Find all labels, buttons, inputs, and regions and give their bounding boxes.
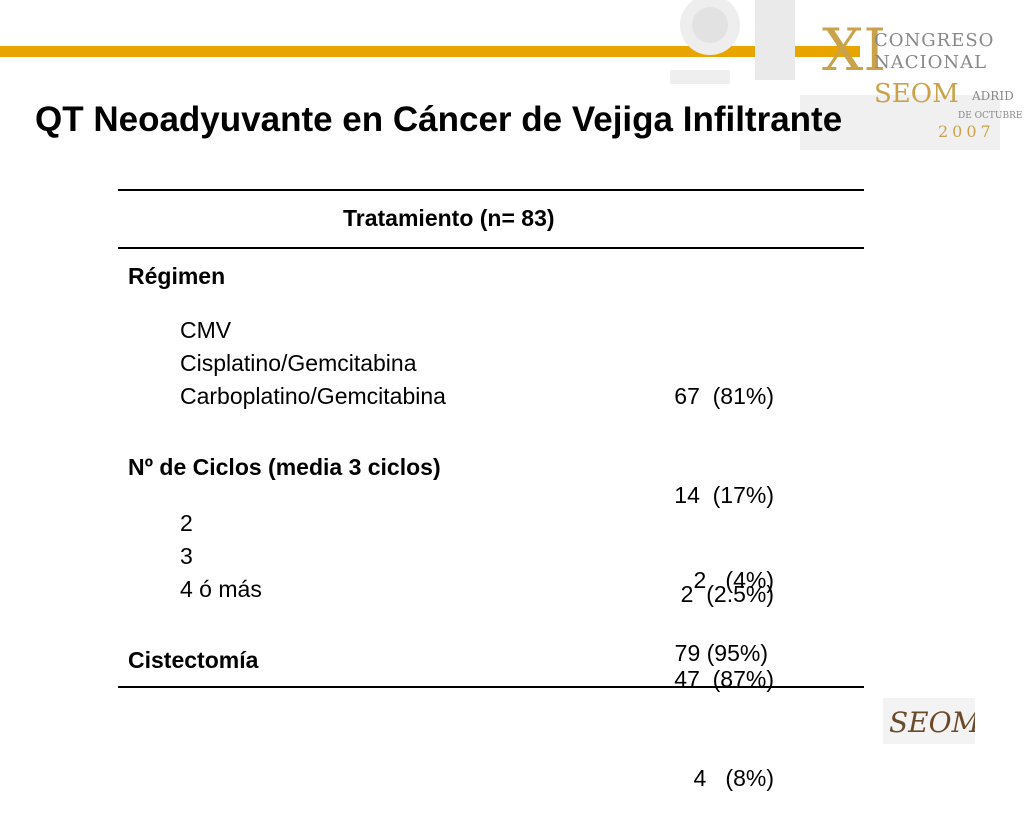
seom-logo: SEOM bbox=[883, 698, 982, 744]
svg-text:CONGRESO: CONGRESO bbox=[874, 30, 994, 51]
section-label-cistectomia: Cistectomía bbox=[128, 647, 259, 673]
ciclos-names: 2 3 4 ó más bbox=[180, 507, 262, 606]
list-item-value: 4 (8%) bbox=[693, 765, 774, 791]
header-accent-bar bbox=[0, 46, 860, 57]
table-header: Tratamiento (n= 83) bbox=[343, 205, 555, 231]
list-item-value: 2 (4%) bbox=[693, 567, 774, 593]
svg-text:NACIONAL: NACIONAL bbox=[874, 52, 987, 73]
list-item-value: 47 (87%) bbox=[674, 666, 774, 692]
list-item: Carboplatino/Gemcitabina bbox=[180, 383, 446, 409]
list-item: Cisplatino/Gemcitabina bbox=[180, 350, 417, 376]
table-header-rule bbox=[118, 247, 864, 249]
congress-logo: XI CONGRESO NACIONAL SEOM ADRID DE OCTUB… bbox=[650, 0, 1024, 150]
cistectomia-value: 79 (95%) bbox=[674, 640, 768, 666]
list-item-value: 67 (81%) bbox=[674, 383, 774, 409]
slide-title: QT Neoadyuvante en Cáncer de Vejiga Infi… bbox=[35, 100, 843, 139]
svg-text:DE OCTUBRE: DE OCTUBRE bbox=[958, 111, 1022, 121]
svg-text:SEOM: SEOM bbox=[889, 706, 975, 739]
svg-text:ADRID: ADRID bbox=[971, 89, 1014, 103]
list-item: 3 bbox=[180, 543, 193, 569]
table-top-rule bbox=[118, 189, 864, 191]
section-label-ciclos: Nº de Ciclos (media 3 ciclos) bbox=[128, 454, 441, 480]
list-item-value: 2 (2.5%) bbox=[680, 581, 774, 607]
svg-text:2007: 2007 bbox=[938, 122, 995, 141]
section-label-regimen: Régimen bbox=[128, 263, 226, 289]
regimen-names: CMV Cisplatino/Gemcitabina Carboplatino/… bbox=[180, 314, 446, 413]
list-item: 2 bbox=[180, 510, 193, 536]
table-bottom-rule bbox=[118, 686, 864, 688]
list-item-value: 14 (17%) bbox=[674, 482, 774, 508]
congress-roman-numeral: XI bbox=[822, 16, 886, 84]
list-item: 4 ó más bbox=[180, 576, 262, 602]
list-item: CMV bbox=[180, 317, 232, 343]
regimen-values: 67 (81%) 14 (17%) 2 (2.5%) bbox=[600, 314, 774, 644]
svg-text:SEOM: SEOM bbox=[874, 79, 959, 109]
